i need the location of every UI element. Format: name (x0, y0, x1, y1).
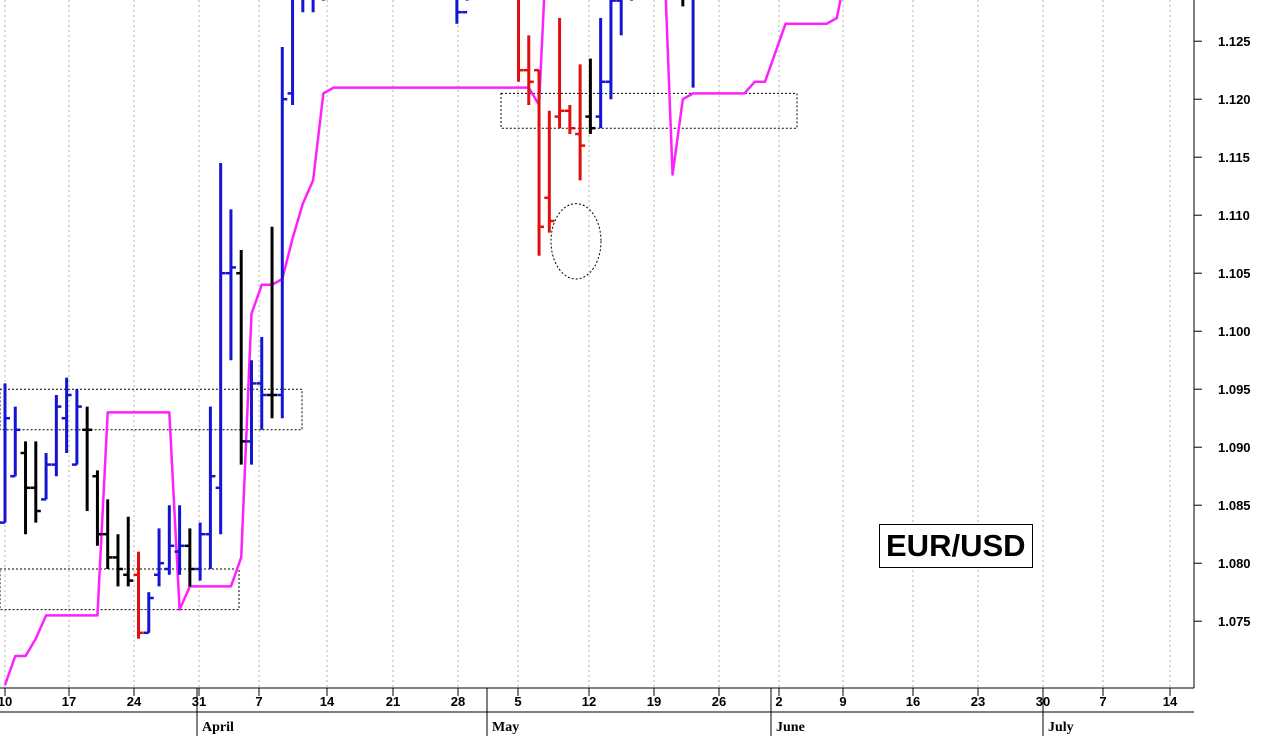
x-tick-label: 26 (712, 694, 726, 709)
dotted-ellipse (550, 203, 602, 280)
month-label: April (202, 720, 234, 735)
month-label: June (776, 720, 805, 735)
x-tick-label: 10 (0, 694, 12, 709)
y-tick-label: 1.090 (1218, 440, 1251, 455)
x-tick-label: 16 (906, 694, 920, 709)
y-tick-label: 1.085 (1218, 498, 1251, 513)
x-tick-label: 14 (320, 694, 335, 709)
x-tick-label: 9 (839, 694, 846, 709)
x-tick-label: 21 (386, 694, 400, 709)
y-tick-label: 1.125 (1218, 34, 1251, 49)
grid-lines (4, 0, 1171, 688)
stop-line-group (3, 0, 842, 686)
y-tick-label: 1.115 (1218, 150, 1250, 165)
x-tick-label: 2 (775, 694, 782, 709)
dotted-box (0, 568, 240, 611)
x-tick-label: 12 (582, 694, 596, 709)
dotted-box (0, 388, 303, 431)
y-tick-label: 1.075 (1218, 614, 1251, 629)
month-label: July (1048, 720, 1074, 735)
x-tick-label: 14 (1163, 694, 1178, 709)
month-label: May (492, 720, 519, 735)
y-tick-label: 1.120 (1218, 92, 1251, 107)
y-tick-label: 1.110 (1218, 208, 1250, 223)
x-tick-label: 31 (192, 694, 206, 709)
price-bars (0, 0, 695, 639)
x-tick-label: 19 (647, 694, 661, 709)
annotation-boxes (0, 92, 798, 611)
dotted-box (500, 92, 798, 129)
x-tick-label: 7 (255, 694, 262, 709)
x-tick-label: 7 (1099, 694, 1106, 709)
x-tick-label: 5 (514, 694, 521, 709)
x-tick-label: 23 (971, 694, 985, 709)
y-tick-label: 1.095 (1218, 382, 1251, 397)
x-tick-label: 24 (127, 694, 142, 709)
chart-title: EUR/USD (879, 524, 1033, 568)
y-tick-label: 1.100 (1218, 324, 1251, 339)
y-tick-label: 1.080 (1218, 556, 1251, 571)
y-tick-label: 1.105 (1218, 266, 1251, 281)
stop-line (3, 0, 842, 686)
x-tick-label: 28 (451, 694, 465, 709)
x-tick-label: 17 (62, 694, 76, 709)
